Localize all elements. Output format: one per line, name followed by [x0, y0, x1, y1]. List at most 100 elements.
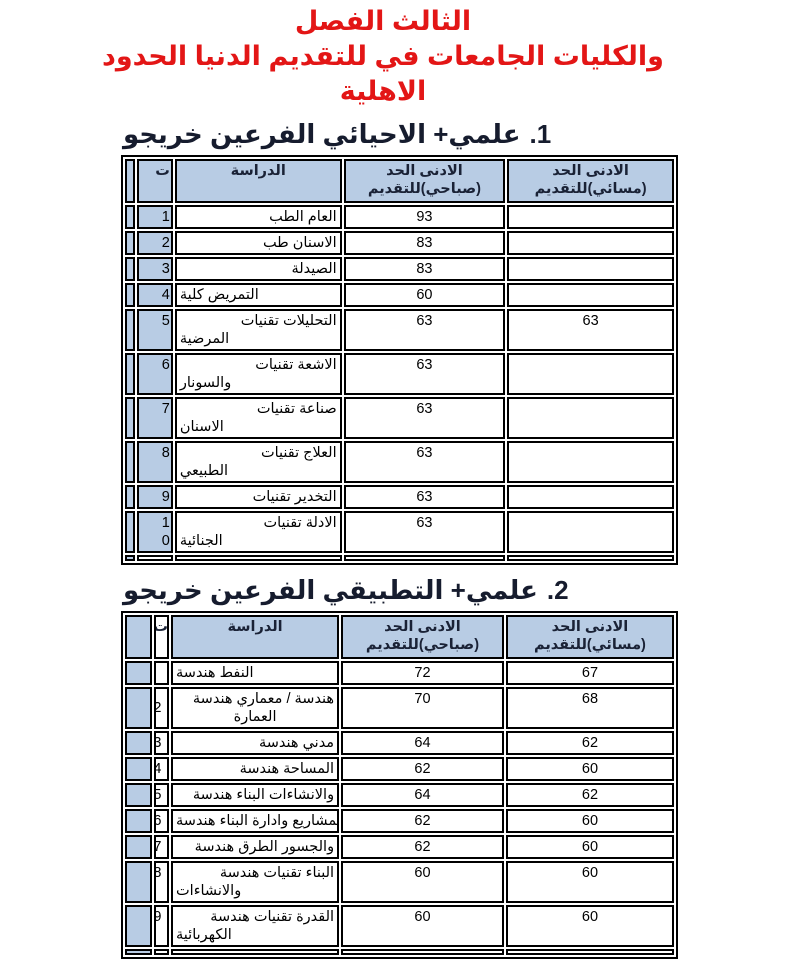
table-bottom-strip: [125, 555, 674, 561]
study-cell: هندسة المساحة: [171, 757, 340, 781]
study-name: الصيدلة: [291, 261, 337, 277]
morning-min-cell: 63: [343, 397, 506, 439]
evening-min-cell: 60: [505, 835, 674, 859]
applied-science-admissions-table: ت الدراسة الحد الادنى للتقديم(صباحي) الحد ال…: [121, 611, 678, 959]
morning-min-cell: 62: [341, 835, 504, 859]
index-number: 3: [161, 261, 170, 277]
chapter-title-line-1: الفصل الثالث: [294, 6, 472, 36]
study-name: هندسة البناء وادارة المشاريع: [176, 813, 337, 829]
evening-header-line-2: للتقديم(مسائي): [534, 181, 647, 197]
study-cell: تقنيات صناعة الاسنان: [174, 397, 342, 439]
table-row: 1 0 تقنيات الادلة الجنائية 63: [125, 511, 674, 553]
study-name: هندسة تقنيات القدرة: [210, 909, 335, 925]
study-name-line-2: والسونار: [179, 375, 232, 391]
section-1-number: 1.: [529, 119, 552, 149]
morning-min-cell: 64: [341, 783, 504, 807]
index-number: 7: [156, 838, 164, 856]
index-cell: 3: [154, 731, 170, 755]
corner-cell: [125, 159, 136, 203]
row-accent-cell: [125, 353, 136, 395]
strip-cell: [507, 555, 674, 561]
table-row: 1 الطب العام 93: [125, 205, 674, 229]
section-1-heading: خريجو الفرعين الاحيائي +علمي 1.: [123, 118, 800, 150]
study-name: تقنيات العلاج: [260, 445, 337, 461]
table-row: 7 تقنيات صناعة الاسنان 63: [125, 397, 674, 439]
table-row: 5 تقنيات التحليلات المرضية 63 63: [125, 309, 674, 351]
study-name: الطب العام: [269, 209, 337, 225]
study-name-line-2: المرضية: [179, 331, 230, 347]
study-name: تقنيات الادلة: [263, 515, 337, 531]
evening-min-cell: 60: [505, 861, 674, 903]
study-cell: تقنيات التخدير: [174, 485, 342, 509]
index-number: 4: [161, 287, 170, 303]
index-cell: 7: [137, 397, 173, 439]
index-number: 2: [156, 699, 164, 717]
index-number: 1: [161, 209, 170, 225]
evening-min-cell: [507, 485, 674, 509]
index-cell: 2: [154, 687, 170, 729]
morning-min-cell: 83: [343, 231, 506, 255]
evening-min-column-header: الحد الادنى للتقديم(مسائي): [507, 159, 674, 203]
row-accent-cell: [125, 731, 153, 755]
study-cell: تقنيات العلاج الطبيعي: [174, 441, 342, 483]
index-number: 7: [161, 401, 170, 417]
morning-min-column-header: الحد الادنى للتقديم(صباحي): [341, 615, 504, 659]
morning-min-cell: 63: [343, 309, 506, 351]
evening-min-cell: 60: [505, 757, 674, 781]
chapter-title-line-2: الحدود الدنيا للتقديم في الجامعات والكلي…: [102, 41, 664, 71]
study-name: هندسة المساحة: [239, 761, 335, 777]
row-accent-cell: [125, 687, 153, 729]
evening-min-cell: [507, 353, 674, 395]
study-name: هندسة الطرق والجسور: [194, 839, 335, 855]
index-cell: 9: [137, 485, 173, 509]
study-cell: الطب العام: [174, 205, 342, 229]
strip-cell: [137, 555, 173, 561]
row-accent-cell: [125, 397, 136, 439]
index-cell: 3: [137, 257, 173, 281]
index-cell: 5: [154, 783, 170, 807]
study-cell: هندسة تقنيات البناء والانشاءات: [171, 861, 340, 903]
row-accent-cell: [125, 257, 136, 281]
evening-header-line-1: الحد الادنى: [551, 619, 629, 635]
row-accent-cell: [125, 485, 136, 509]
index-cell: 4: [154, 757, 170, 781]
section-2-heading-text: خريجو الفرعين التطبيقي +علمي: [123, 575, 538, 605]
study-cell: تقنيات التحليلات المرضية: [174, 309, 342, 351]
study-name-line-2: الطبيعي: [179, 463, 229, 479]
index-number: 9: [161, 489, 170, 505]
index-cell: 6: [137, 353, 173, 395]
index-cell: 9: [154, 905, 170, 947]
index-number: 8: [156, 864, 164, 882]
row-accent-cell: [125, 661, 153, 685]
section-2-heading: خريجو الفرعين التطبيقي +علمي 2.: [123, 574, 800, 606]
row-accent-cell: [125, 809, 153, 833]
index-cell: 8: [154, 861, 170, 903]
evening-min-cell: 60: [505, 809, 674, 833]
morning-min-cell: 60: [341, 861, 504, 903]
index-number: 6: [161, 357, 170, 373]
study-cell: تقنيات الادلة الجنائية: [174, 511, 342, 553]
table-row: 9 تقنيات التخدير 63: [125, 485, 674, 509]
morning-min-column-header: الحد الادنى للتقديم(صباحي): [343, 159, 506, 203]
morning-min-cell: 63: [343, 353, 506, 395]
morning-min-cell: 93: [343, 205, 506, 229]
study-name-line-2: الاسنان: [179, 419, 224, 435]
strip-cell: [341, 949, 504, 955]
index-number: 3: [156, 734, 164, 752]
index-cell: 5: [137, 309, 173, 351]
study-column-header: الدراسة: [174, 159, 342, 203]
index-number: 6: [156, 812, 164, 830]
evening-min-cell: 60: [505, 905, 674, 947]
table-row: 6 تقنيات الاشعة والسونار 63: [125, 353, 674, 395]
morning-min-cell: 63: [343, 511, 506, 553]
morning-min-cell: 62: [341, 757, 504, 781]
study-name: هندسة معماري / هندسة: [192, 691, 335, 707]
evening-min-cell: [507, 511, 674, 553]
evening-header-line-1: الحد الادنى: [552, 163, 629, 179]
morning-min-cell: 72: [341, 661, 504, 685]
study-cell: طب الاسنان: [174, 231, 342, 255]
